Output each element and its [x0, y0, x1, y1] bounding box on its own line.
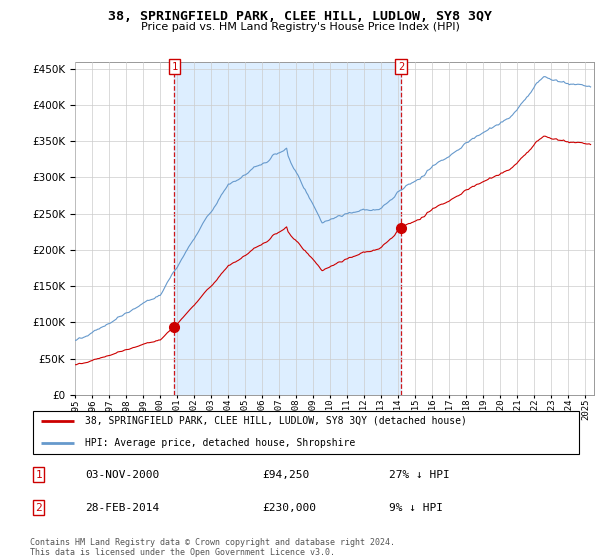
Text: 27% ↓ HPI: 27% ↓ HPI [389, 470, 449, 480]
Text: 38, SPRINGFIELD PARK, CLEE HILL, LUDLOW, SY8 3QY: 38, SPRINGFIELD PARK, CLEE HILL, LUDLOW,… [108, 10, 492, 23]
Text: 1: 1 [35, 470, 42, 480]
Text: 2: 2 [398, 62, 404, 72]
Text: 1: 1 [171, 62, 178, 72]
Text: 9% ↓ HPI: 9% ↓ HPI [389, 503, 443, 512]
Text: 03-NOV-2000: 03-NOV-2000 [85, 470, 160, 480]
Text: 2: 2 [35, 503, 42, 512]
Text: 38, SPRINGFIELD PARK, CLEE HILL, LUDLOW, SY8 3QY (detached house): 38, SPRINGFIELD PARK, CLEE HILL, LUDLOW,… [85, 416, 467, 426]
Text: HPI: Average price, detached house, Shropshire: HPI: Average price, detached house, Shro… [85, 438, 355, 448]
FancyBboxPatch shape [33, 411, 579, 454]
Text: 28-FEB-2014: 28-FEB-2014 [85, 503, 160, 512]
Text: £230,000: £230,000 [262, 503, 316, 512]
Bar [175, 62, 401, 395]
Text: Price paid vs. HM Land Registry's House Price Index (HPI): Price paid vs. HM Land Registry's House … [140, 22, 460, 32]
Text: £94,250: £94,250 [262, 470, 309, 480]
Text: Contains HM Land Registry data © Crown copyright and database right 2024.
This d: Contains HM Land Registry data © Crown c… [30, 538, 395, 557]
